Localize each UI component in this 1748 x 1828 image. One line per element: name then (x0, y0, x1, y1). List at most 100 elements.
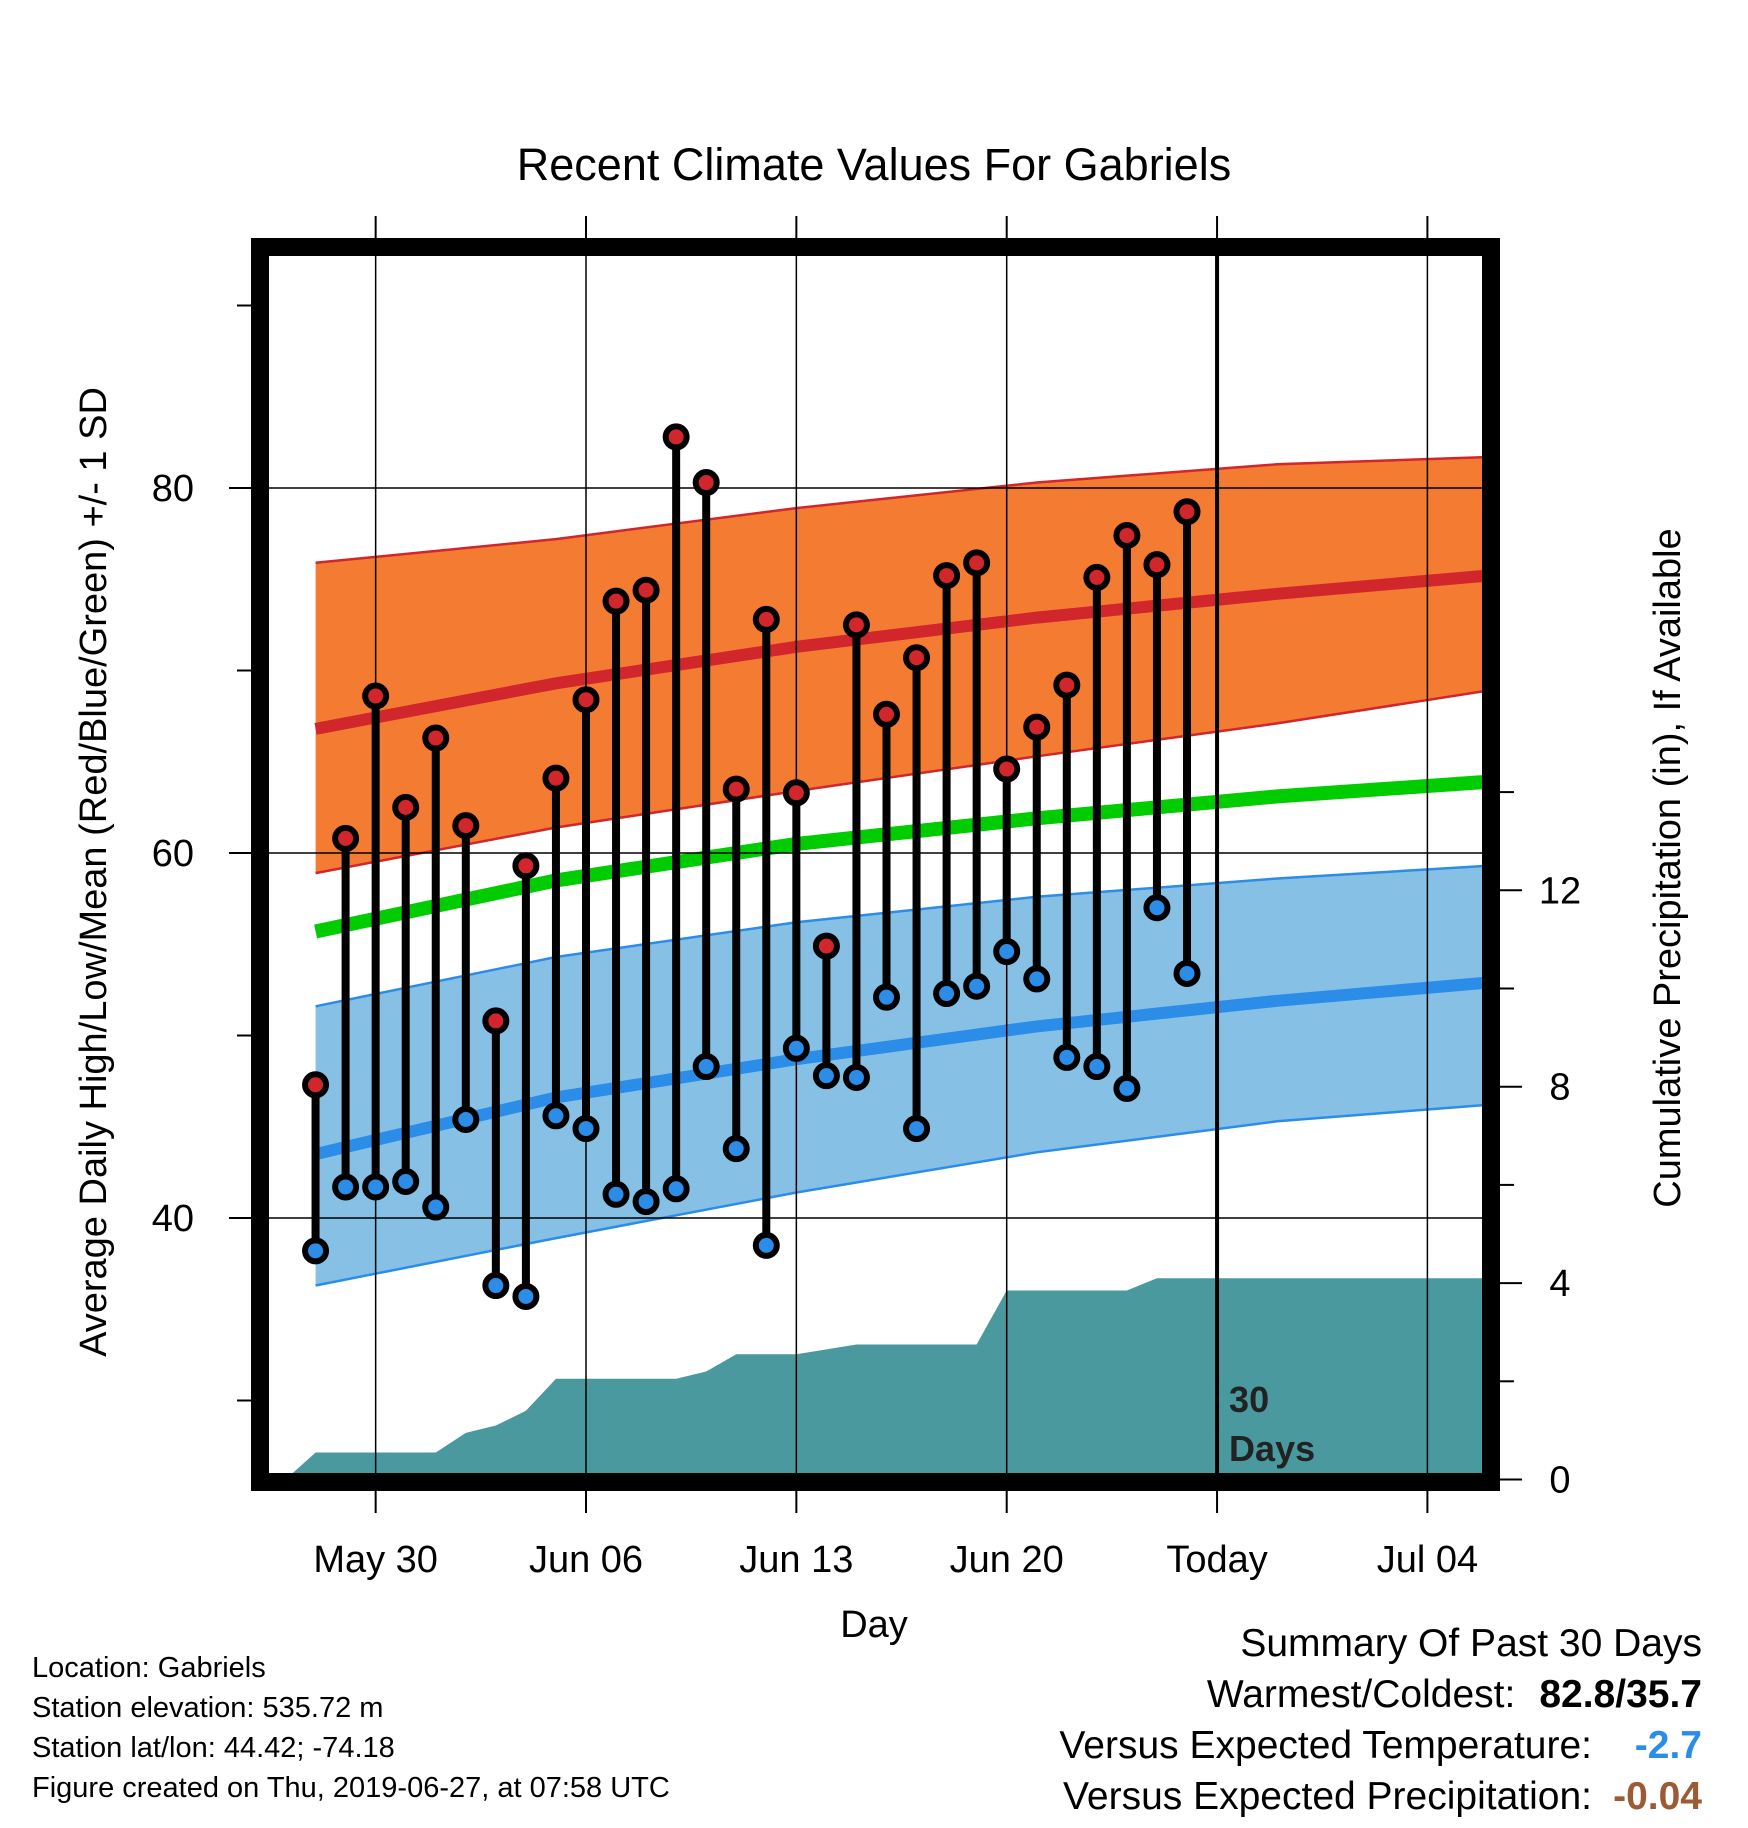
observed-high-point (602, 587, 630, 615)
observed-high-point (752, 605, 780, 633)
observed-low-point (602, 1180, 630, 1208)
observed-low-point (1053, 1043, 1081, 1071)
observed-high-point (452, 812, 480, 840)
normal-high-upper-edge (315, 455, 1482, 565)
observed-high-point (963, 549, 991, 577)
observed-high-point (692, 469, 720, 497)
created-text: Figure created on Thu, 2019-06-27, at 07… (32, 1772, 670, 1804)
precip-label: Versus Expected Precipitation: (1063, 1775, 1592, 1818)
observed-low-point (842, 1063, 870, 1091)
observed-low-point (933, 980, 961, 1008)
observed-high-point (542, 764, 570, 792)
plot-content: 30 Days (269, 256, 1482, 1473)
plot-frame (251, 238, 1500, 1491)
observed-low-point (392, 1168, 420, 1195)
observed-high-point (392, 793, 420, 821)
cumulative-precip-area (292, 1278, 1482, 1473)
observed-low-point (542, 1102, 570, 1130)
observed-low-point (782, 1034, 810, 1062)
today-label-number: 30 (1229, 1379, 1269, 1420)
observed-high-point (993, 755, 1021, 783)
station-info: Location: Gabriels Station elevation: 53… (32, 1648, 670, 1808)
observed-high-point (332, 824, 360, 852)
observed-high-point (903, 644, 931, 672)
location-text: Location: Gabriels (32, 1652, 266, 1684)
normal-low-lower-edge (315, 1103, 1482, 1287)
y-tick-label: 40 (152, 1198, 194, 1240)
observed-high-point (422, 724, 450, 752)
observed-low-point (662, 1175, 690, 1203)
observed-low-point (963, 972, 991, 1000)
x-axis-label: Day (840, 1604, 908, 1646)
observed-high-point (512, 852, 540, 880)
axes-layer: May 30 Jun 06 Jun 13 Jun 20 Today Jul 0440608… (73, 139, 1689, 1646)
y2-tick-label: 0 (1549, 1460, 1570, 1502)
normal-high-sd-band (315, 457, 1482, 874)
summary-precip-row: Versus Expected Precipitation: -0.04 (1059, 1771, 1702, 1822)
warm-cold-label: Warmest/Coldest: (1206, 1673, 1516, 1716)
summary-warm-cold-row: Warmest/Coldest: 82.8/35.7 (1059, 1669, 1702, 1720)
observed-low-point (1143, 894, 1171, 922)
summary-title: Summary Of Past 30 Days (1240, 1622, 1702, 1665)
observed-low-point (632, 1188, 660, 1216)
observed-high-point (782, 779, 810, 807)
chart-title: Recent Climate Values For Gabriels (517, 139, 1231, 190)
observed-high-point (873, 700, 900, 728)
observed-low-point (422, 1193, 450, 1221)
precip-value: -0.04 (1613, 1775, 1702, 1818)
observed-low-point (993, 938, 1021, 966)
observed-low-point (572, 1115, 600, 1143)
clipped-plot (269, 256, 1482, 1473)
y-tick-label: 80 (152, 468, 194, 510)
observed-high-point (572, 686, 600, 714)
temp-label: Versus Expected Temperature: (1059, 1724, 1592, 1767)
observed-high-point (1083, 563, 1111, 591)
observed-low-point (722, 1135, 750, 1163)
summary-temp-row: Versus Expected Temperature: -2.7 (1059, 1720, 1702, 1771)
observed-low-point (752, 1231, 780, 1259)
observed-low-point (332, 1173, 360, 1201)
observed-low-point (482, 1272, 510, 1300)
x-tick-label: Jun 20 (950, 1539, 1064, 1581)
observed-low-point (362, 1173, 390, 1201)
x-tick-label: Jul 04 (1377, 1539, 1478, 1581)
summary-panel: Summary Of Past 30 Days Warmest/Coldest:… (1059, 1618, 1702, 1822)
observed-low-point (1083, 1053, 1111, 1081)
observed-low-point (302, 1237, 330, 1265)
y2-tick-label: 8 (1549, 1067, 1570, 1109)
x-tick-label: Jun 06 (529, 1539, 643, 1581)
today-label-days: Days (1229, 1428, 1315, 1469)
x-tick-label: May 30 (313, 1539, 438, 1581)
observed-high-point (1173, 498, 1201, 526)
y2-tick-label: 4 (1549, 1263, 1570, 1305)
latlon-text: Station lat/lon: 44.42; -74.18 (32, 1732, 395, 1764)
observed-high-point (1053, 671, 1081, 699)
observed-high-point (662, 423, 690, 451)
y-axis-label: Average Daily High/Low/Mean (Red/Blue/Gr… (73, 387, 115, 1357)
observed-low-point (1173, 959, 1201, 987)
warm-cold-value: 82.8/35.7 (1539, 1673, 1702, 1716)
observed-high-point (362, 682, 390, 710)
observed-high-point (1023, 713, 1051, 741)
normal-high-line (314, 570, 1482, 735)
observed-high-point (933, 562, 961, 590)
x-tick-label: Jun 13 (739, 1539, 853, 1581)
observed-low-point (452, 1105, 480, 1133)
y2-tick-label: 12 (1539, 870, 1581, 912)
observed-high-point (1143, 551, 1171, 579)
observed-low-point (812, 1062, 840, 1090)
temp-value: -2.7 (1634, 1724, 1702, 1767)
x-tick-label: Today (1166, 1539, 1267, 1581)
observed-low-point (1113, 1074, 1141, 1102)
observed-high-point (722, 775, 750, 803)
y2-axis-label: Cumulative Precipitation (in), If Availa… (1647, 528, 1689, 1207)
observed-low-point (873, 983, 900, 1011)
observed-high-point (842, 611, 870, 639)
observed-high-point (812, 932, 840, 960)
observed-low-point (512, 1282, 540, 1310)
observed-high-point (1113, 521, 1141, 549)
observed-low-point (1023, 965, 1051, 993)
elevation-text: Station elevation: 535.72 m (32, 1692, 384, 1724)
observed-high-point (302, 1071, 330, 1099)
